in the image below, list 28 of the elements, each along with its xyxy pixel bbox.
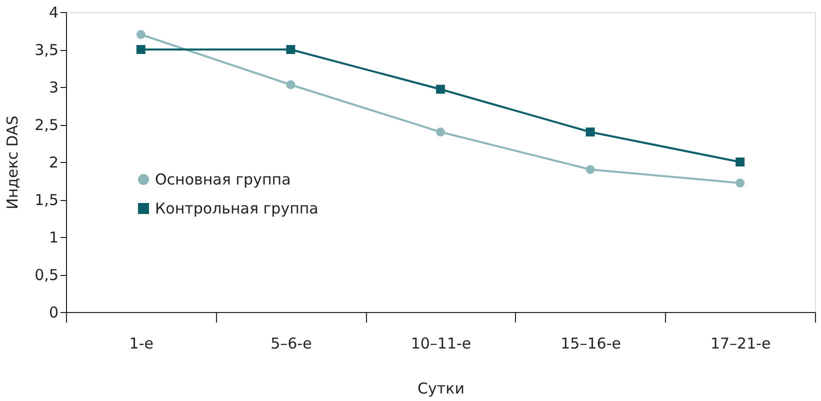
point: [586, 128, 595, 136]
x-tick-label: 5–6-е: [270, 334, 312, 352]
point: [736, 178, 745, 188]
point: [136, 30, 146, 39]
y-tick-label: 0,5: [34, 266, 58, 284]
y-tick-label: 1: [48, 228, 58, 246]
x-tick-label: 1-е: [129, 334, 154, 352]
point: [436, 84, 445, 94]
y-tick-label: 3,5: [34, 41, 58, 59]
x-axis-title: Сутки: [418, 380, 464, 398]
x-tick-label: 15–16-е: [560, 334, 621, 352]
point: [136, 45, 146, 54]
legend-label: Контрольная группа: [155, 200, 318, 218]
x-tick-label: 10–11-е: [410, 334, 472, 352]
legend-label: Основная группа: [155, 170, 291, 188]
y-tick-label: 4: [48, 4, 58, 22]
y-tick-label: 2,5: [34, 116, 58, 134]
y-axis-title: Индекс DAS: [4, 116, 22, 210]
point: [286, 45, 296, 54]
x-tick-label: 17–21-е: [710, 334, 771, 352]
y-tick-label: 1,5: [34, 191, 58, 209]
y-tick-label: 3: [48, 78, 58, 96]
y-tick-label: 0: [48, 304, 58, 322]
point: [736, 158, 745, 166]
y-tick-label: 2: [48, 154, 58, 172]
point: [586, 165, 595, 174]
point: [286, 80, 296, 90]
point: [436, 128, 445, 136]
